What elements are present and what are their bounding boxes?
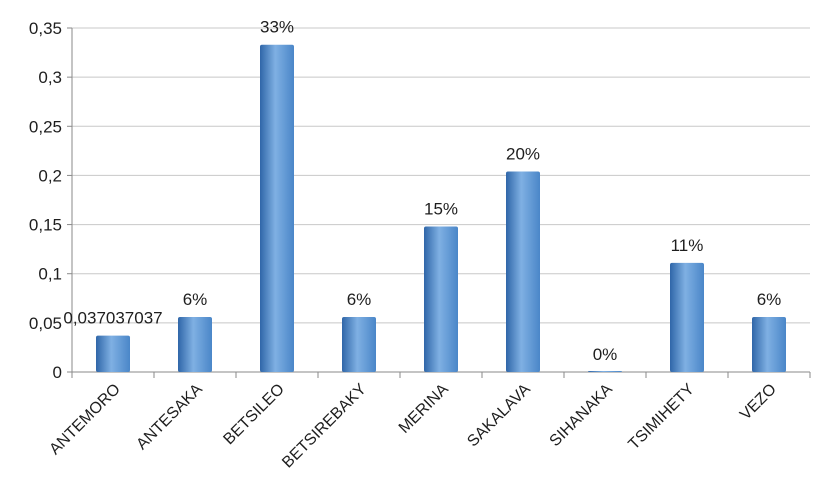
x-tick-label-vezo: VEZO	[737, 381, 780, 424]
y-tick-label: 0,05	[29, 314, 62, 333]
data-label-sakalava: 20%	[506, 144, 540, 163]
y-tick-label: 0	[53, 363, 62, 382]
data-label-antesaka: 6%	[183, 290, 208, 309]
y-tick-label: 0,1	[38, 265, 62, 284]
bar-vezo	[752, 316, 786, 372]
bar-merina	[424, 226, 458, 372]
bar-antesaka	[178, 316, 212, 372]
gridlines	[72, 27, 810, 324]
bar-antemoro	[96, 335, 130, 372]
x-tick-label-sihanaka: SIHANAKA	[547, 381, 616, 450]
data-label-tsimihety: 11%	[671, 236, 704, 255]
y-tick-label: 0,35	[29, 19, 62, 38]
x-tick-label-merina: MERINA	[396, 381, 452, 437]
data-labels: 0,037037037 6% 33% 6% 15% 20% 0% 11% 6%	[63, 18, 781, 364]
x-tick-label-sakalava: SAKALAVA	[464, 381, 534, 451]
bars	[96, 44, 786, 373]
data-label-antemoro: 0,037037037	[63, 309, 162, 328]
data-label-betsirebaky: 6%	[347, 290, 372, 309]
x-tick-label-betsirebaky: BETSIREBAKY	[279, 381, 370, 472]
y-tick-label: 0,3	[38, 68, 62, 87]
x-tick-label-tsimihety: TSIMIHETY	[625, 381, 698, 454]
bar-betsirebaky	[342, 316, 376, 372]
y-tick-label: 0,25	[29, 117, 62, 136]
y-tick-label: 0,2	[38, 166, 62, 185]
y-tick-label: 0,15	[29, 216, 62, 235]
y-tick-labels: 0 0,05 0,1 0,15 0,2 0,25 0,3 0,35	[29, 19, 62, 382]
bar-tsimihety	[670, 262, 704, 372]
x-tick-label-betsileo: BETSILEO	[220, 381, 287, 448]
data-label-merina: 15%	[424, 200, 458, 219]
bar-sihanaka	[588, 371, 622, 372]
x-tick-label-antesaka: ANTESAKA	[133, 381, 206, 454]
x-tick-label-antemoro: ANTEMORO	[46, 381, 123, 458]
data-label-sihanaka: 0%	[593, 345, 618, 364]
bar-betsileo	[260, 44, 294, 373]
data-label-betsileo: 33%	[260, 18, 294, 37]
bar-sakalava	[506, 171, 540, 372]
data-label-vezo: 6%	[757, 290, 782, 309]
